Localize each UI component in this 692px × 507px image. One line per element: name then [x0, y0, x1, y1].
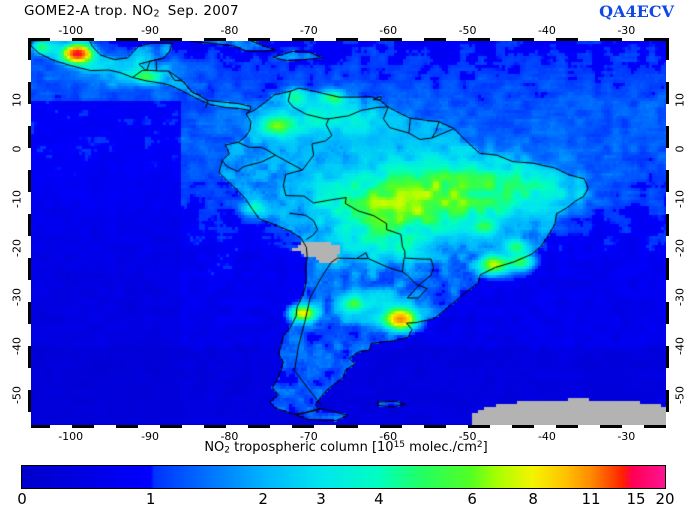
page-title: GOME2-A trop. NO2 Sep. 2007 — [24, 3, 239, 20]
axis-tick-bottom--60: -60 — [379, 430, 398, 443]
axis-tick-top--100: -100 — [58, 24, 84, 37]
colorbar-axis-label: NO2 tropospheric column [1015 molec./cm2… — [0, 440, 692, 456]
colorbar-tick-20: 20 — [655, 490, 675, 507]
axis-tick-bottom--70: -70 — [299, 430, 318, 443]
axis-tick-bottom--50: -50 — [458, 430, 477, 443]
axis-tick-right-10: 10 — [673, 93, 687, 108]
title-date-text: Sep. 2007 — [167, 3, 239, 19]
map-frame-bottom — [28, 425, 669, 428]
colorbar-tick-3: 3 — [316, 490, 326, 507]
axis-tick-left--50: -50 — [10, 386, 24, 405]
axis-tick-left-10: 10 — [10, 93, 24, 108]
axis-tick-top--60: -60 — [379, 24, 398, 37]
axis-tick-top--40: -40 — [537, 24, 556, 37]
title-subscript: 2 — [153, 8, 160, 20]
colorbar-tick-6: 6 — [467, 490, 477, 507]
cbar-label-mid: tropospheric column [10 — [230, 440, 394, 456]
title-main-text: GOME2-A trop. NO — [24, 3, 154, 19]
axis-tick-left--20: -20 — [10, 238, 24, 257]
map-frame-top — [28, 38, 669, 41]
axis-tick-right-0: 0 — [673, 145, 687, 153]
axis-tick-top--50: -50 — [458, 24, 477, 37]
cbar-label-sub: 2 — [224, 445, 231, 456]
axis-tick-top--80: -80 — [220, 24, 239, 37]
colorbar-tick-1: 1 — [145, 490, 156, 507]
colorbar-tick-11: 11 — [581, 490, 601, 507]
axis-tick-bottom--80: -80 — [220, 430, 239, 443]
axis-tick-right--50: -50 — [673, 386, 687, 405]
cbar-label-exp2: 2 — [476, 440, 483, 450]
colorbar-tick-2: 2 — [258, 490, 268, 507]
axis-tick-left--10: -10 — [10, 189, 24, 208]
axis-tick-bottom--30: -30 — [617, 430, 636, 443]
map-frame-left — [28, 38, 31, 428]
axis-tick-right--40: -40 — [673, 337, 687, 356]
axis-tick-top--90: -90 — [141, 24, 160, 37]
cbar-label-pre: NO — [204, 440, 225, 456]
qa4ecv-logo: QA4ECV — [599, 2, 674, 21]
colorbar-tick-15: 15 — [626, 490, 646, 507]
colorbar-tick-4: 4 — [374, 490, 384, 507]
cbar-label-end: ] — [482, 440, 488, 456]
colorbar-gradient — [22, 466, 665, 488]
map-frame-right — [666, 38, 669, 428]
cbar-label-exp: 15 — [393, 440, 406, 450]
cbar-label-post: molec./cm — [405, 440, 477, 456]
colorbar — [21, 465, 666, 489]
axis-tick-left-0: 0 — [10, 145, 24, 153]
axis-tick-bottom--100: -100 — [58, 430, 84, 443]
axis-tick-bottom--90: -90 — [141, 430, 160, 443]
axis-tick-top--30: -30 — [617, 24, 636, 37]
axis-tick-right--20: -20 — [673, 238, 687, 257]
axis-tick-right--10: -10 — [673, 189, 687, 208]
axis-tick-left--40: -40 — [10, 337, 24, 356]
colorbar-tick-8: 8 — [528, 490, 538, 507]
no2-heatmap-canvas — [31, 41, 666, 425]
axis-tick-top--70: -70 — [299, 24, 318, 37]
axis-tick-right--30: -30 — [673, 288, 687, 306]
axis-tick-left--30: -30 — [10, 288, 24, 306]
colorbar-tick-0: 0 — [17, 490, 27, 507]
map-panel — [28, 38, 669, 428]
axis-tick-bottom--40: -40 — [537, 430, 556, 443]
